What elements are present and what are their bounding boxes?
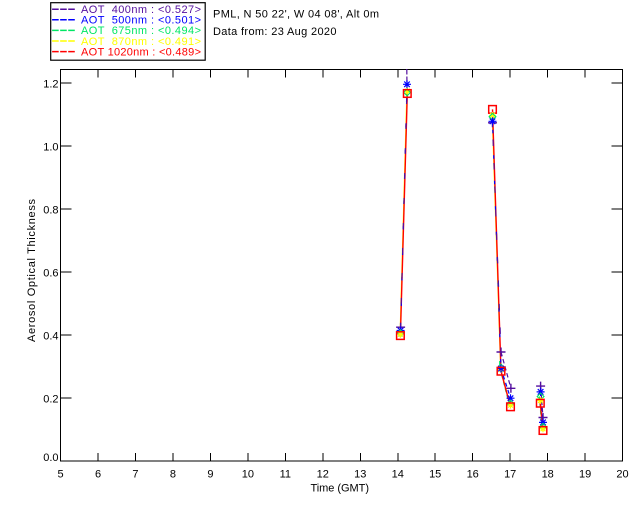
svg-text:19: 19 — [579, 468, 591, 480]
svg-text:AOT 675nm : <0.494>: AOT 675nm : <0.494> — [81, 25, 201, 37]
svg-text:AOT 500nm : <0.501>: AOT 500nm : <0.501> — [81, 15, 201, 27]
svg-text:17: 17 — [504, 468, 516, 480]
svg-text:AOT 400nm : <0.527>: AOT 400nm : <0.527> — [81, 4, 201, 16]
svg-text:16: 16 — [467, 468, 479, 480]
svg-text:7: 7 — [132, 468, 138, 480]
svg-text:8: 8 — [170, 468, 176, 480]
svg-text:1.0: 1.0 — [43, 141, 58, 153]
svg-text:1.2: 1.2 — [43, 78, 58, 90]
svg-text:18: 18 — [542, 468, 554, 480]
svg-text:Time (GMT): Time (GMT) — [311, 483, 370, 495]
svg-text:20: 20 — [616, 468, 628, 480]
svg-text:0.8: 0.8 — [43, 204, 58, 216]
svg-text:12: 12 — [317, 468, 329, 480]
svg-text:13: 13 — [354, 468, 366, 480]
svg-text:0.6: 0.6 — [43, 267, 58, 279]
svg-text:5: 5 — [57, 468, 63, 480]
svg-text:9: 9 — [207, 468, 213, 480]
svg-text:11: 11 — [280, 468, 291, 480]
svg-text:0.4: 0.4 — [43, 330, 58, 342]
svg-text:6: 6 — [95, 468, 101, 480]
svg-text:0.0: 0.0 — [43, 452, 58, 464]
svg-text:AOT 870nm : <0.491>: AOT 870nm : <0.491> — [81, 36, 201, 48]
svg-text:PML, N 50 22', W 04 08', Alt 0: PML, N 50 22', W 04 08', Alt 0m — [213, 9, 379, 21]
svg-text:Aerosol Optical Thickness: Aerosol Optical Thickness — [26, 199, 38, 343]
svg-text:14: 14 — [392, 468, 404, 480]
svg-text:AOT 1020nm : <0.489>: AOT 1020nm : <0.489> — [81, 46, 201, 58]
svg-text:Data from: 23 Aug 2020: Data from: 23 Aug 2020 — [213, 26, 337, 38]
svg-text:10: 10 — [242, 468, 254, 480]
svg-text:0.2: 0.2 — [43, 393, 58, 405]
svg-text:15: 15 — [429, 468, 441, 480]
